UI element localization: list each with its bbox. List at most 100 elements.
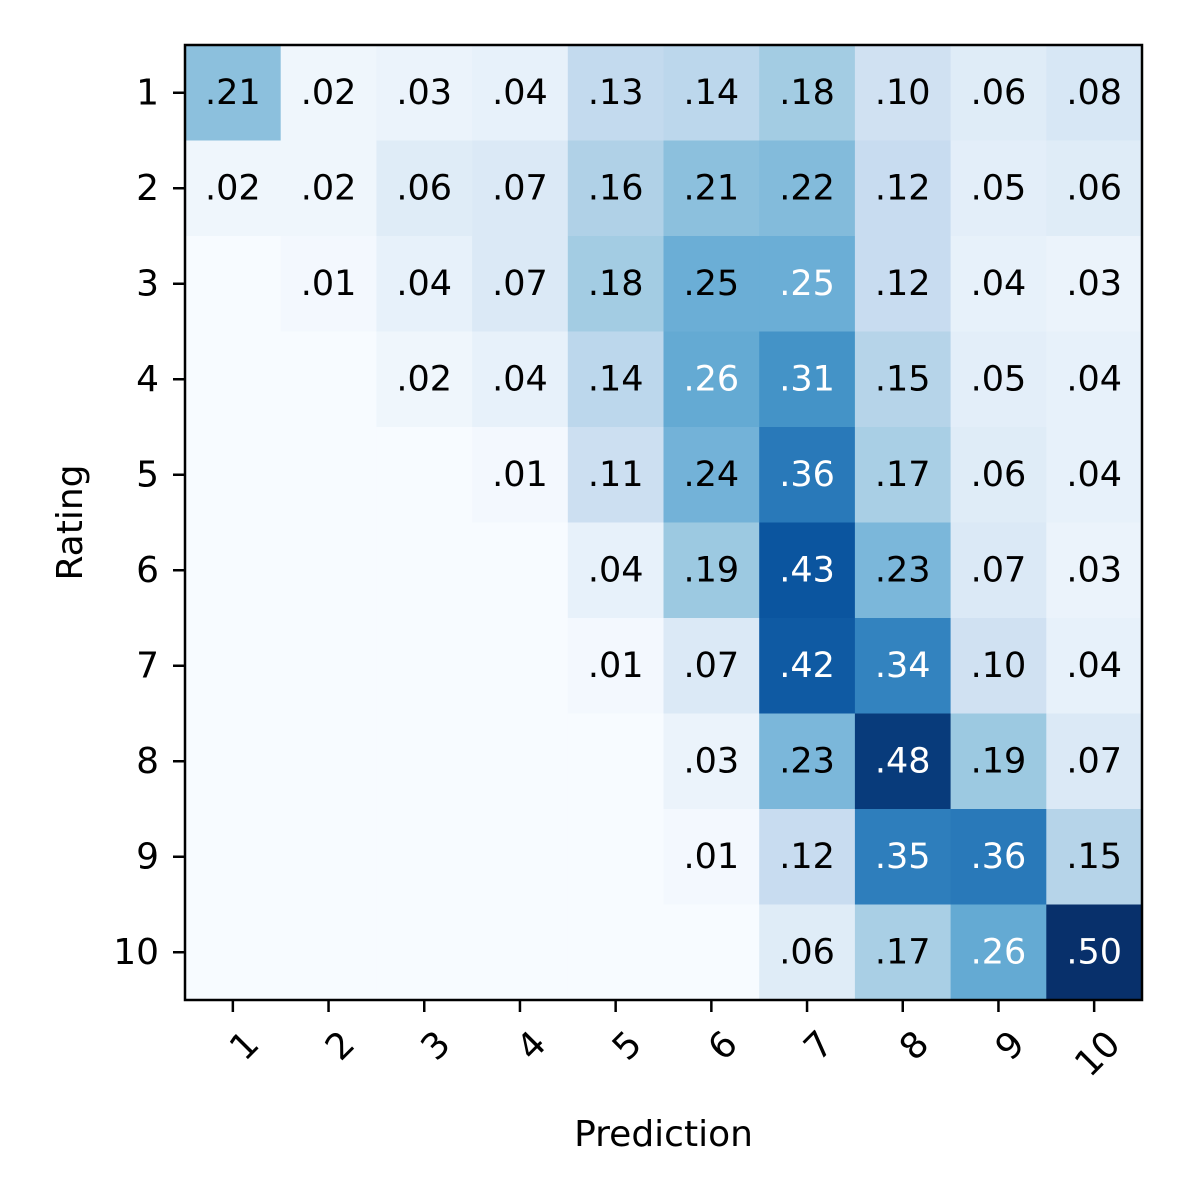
heatmap-cell	[567, 618, 664, 714]
heatmap-cell	[950, 904, 1047, 1001]
heatmap-cell	[950, 140, 1047, 237]
heatmap-cell	[1046, 713, 1143, 810]
cell-value-label: .50	[1066, 932, 1122, 972]
cell-value-label: .10	[875, 73, 931, 113]
x-tick-label: 6	[701, 1023, 746, 1068]
cell-value-label: .17	[875, 455, 931, 495]
cell-value-label: .26	[971, 932, 1027, 972]
heatmap-cell	[280, 331, 377, 428]
cell-value-label: .07	[684, 646, 740, 686]
heatmap-cell	[185, 522, 282, 619]
heatmap-cell	[854, 713, 952, 810]
x-tick-label: 4	[509, 1023, 554, 1068]
cell-value-label: .03	[1066, 264, 1122, 304]
heatmap-cell	[759, 236, 856, 332]
heatmap-cell	[854, 904, 952, 1001]
cell-value-label: .18	[588, 264, 644, 304]
cell-value-label: .13	[588, 73, 644, 113]
heatmap-cell	[759, 331, 856, 428]
heatmap-cell	[854, 522, 952, 619]
cell-value-label: .04	[492, 73, 548, 113]
cell-value-label: .12	[779, 837, 835, 877]
y-tick-label: 3	[136, 263, 159, 304]
heatmap-cell	[376, 140, 473, 237]
heatmap-cell	[1046, 522, 1143, 619]
cell-value-label: .07	[492, 168, 548, 208]
heatmap-cell	[280, 427, 377, 523]
x-tick-label: 3	[414, 1023, 459, 1068]
heatmap-cell	[280, 522, 377, 619]
cell-value-label: .12	[875, 168, 931, 208]
cell-value-label: .03	[396, 73, 452, 113]
heatmap-cell	[663, 618, 760, 714]
cell-value-label: .03	[1066, 550, 1122, 590]
cell-value-label: .02	[301, 168, 357, 208]
heatmap-cell	[950, 522, 1047, 619]
heatmap-cell	[185, 45, 282, 141]
heatmap-cell	[376, 809, 473, 905]
heatmap-cell	[567, 427, 664, 523]
cell-value-label: .23	[779, 741, 835, 781]
cell-value-label: .05	[971, 168, 1027, 208]
heatmap-cell	[950, 427, 1047, 523]
y-tick-label: 8	[136, 741, 159, 782]
heatmap-cell	[567, 331, 664, 428]
cell-value-label: .01	[588, 646, 644, 686]
cell-value-label: .01	[301, 264, 357, 304]
cell-value-label: .04	[1066, 455, 1122, 495]
heatmap-cell	[950, 236, 1047, 332]
heatmap-cell	[759, 618, 856, 714]
heatmap-cell	[567, 45, 664, 141]
heatmap-cell	[472, 236, 569, 332]
heatmap-cells	[185, 45, 1143, 1001]
cell-value-label: .42	[779, 646, 835, 686]
plot-frame	[183, 43, 1144, 1002]
y-tick-label: 5	[136, 454, 159, 495]
cell-value-label: .06	[396, 168, 452, 208]
heatmap-cell	[185, 809, 282, 905]
cell-value-label: .26	[684, 359, 740, 399]
x-tick-label: 2	[318, 1023, 363, 1068]
cell-value-label: .15	[1066, 837, 1122, 877]
heatmap-cell	[567, 713, 664, 810]
cell-value-label: .06	[971, 455, 1027, 495]
heatmap-cell	[759, 45, 856, 141]
heatmap-cell	[280, 236, 377, 332]
heatmap-cell	[280, 618, 377, 714]
cell-value-label: .21	[684, 168, 740, 208]
cell-value-label: .43	[779, 550, 835, 590]
heatmap-cell	[280, 809, 377, 905]
heatmap-cell	[663, 809, 760, 905]
cell-value-label: .16	[588, 168, 644, 208]
cell-value-label: .07	[1066, 741, 1122, 781]
heatmap-cell	[472, 713, 569, 810]
heatmap-cell	[854, 427, 952, 523]
x-tick-label: 9	[988, 1023, 1033, 1068]
heatmap-cell	[567, 522, 664, 619]
cell-value-label: .07	[971, 550, 1027, 590]
heatmap-cell	[567, 904, 664, 1001]
heatmap-cell	[1046, 618, 1143, 714]
cell-value-label: .23	[875, 550, 931, 590]
heatmap-cell	[663, 427, 760, 523]
cell-value-label: .02	[301, 73, 357, 113]
cell-value-label: .04	[588, 550, 644, 590]
cell-value-label: .25	[684, 264, 740, 304]
heatmap-cell	[854, 236, 952, 332]
cell-value-label: .18	[779, 73, 835, 113]
y-tick-label: 6	[136, 550, 159, 591]
heatmap-cell	[280, 140, 377, 237]
heatmap-cell	[854, 331, 952, 428]
cell-value-label: .02	[205, 168, 261, 208]
heatmap-cell	[854, 45, 952, 141]
cell-value-label: .04	[492, 359, 548, 399]
heatmap-cell	[1046, 236, 1143, 332]
heatmap-cell	[950, 618, 1047, 714]
y-tick-label: 9	[136, 836, 159, 877]
cell-value-label: .01	[492, 455, 548, 495]
heatmap-cell	[185, 618, 282, 714]
heatmap-cell	[376, 904, 473, 1001]
heatmap-cell	[663, 236, 760, 332]
cell-value-label: .36	[971, 837, 1027, 877]
cell-value-label: .31	[779, 359, 835, 399]
